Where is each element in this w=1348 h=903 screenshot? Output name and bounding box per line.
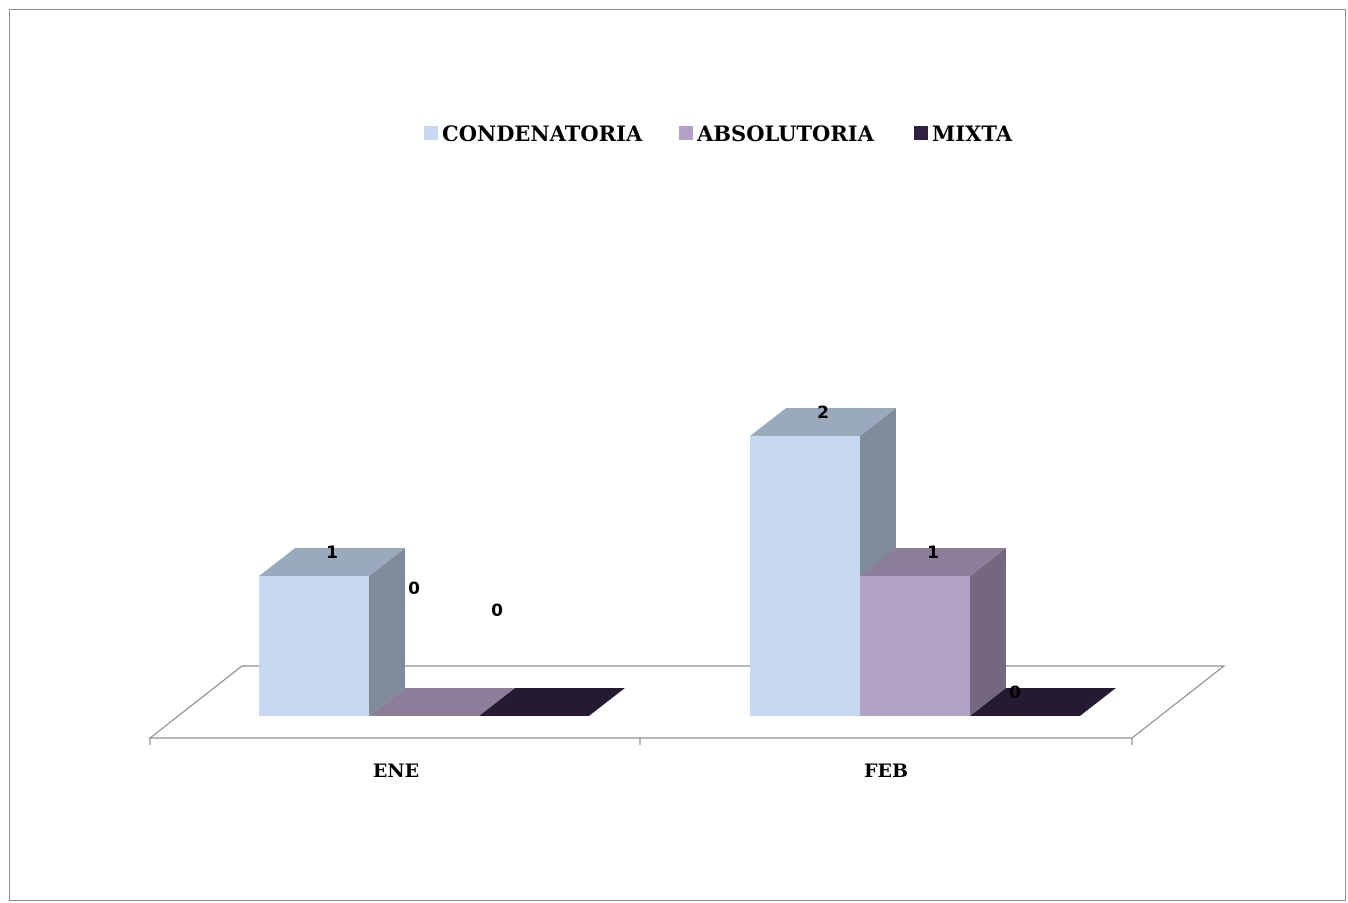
data-label-mixta-ene: 0 [491,601,503,621]
data-label-condenatoria-ene: 1 [326,543,338,563]
data-label-absolutoria-ene: 0 [408,579,420,599]
legend-label-absolutoria: ABSOLUTORIA [696,121,875,146]
legend-label-mixta: MIXTA [932,121,1013,146]
bar-condenatoria-ene-front [259,576,369,716]
data-label-condenatoria-feb: 2 [817,403,829,423]
bar-absolutoria-ene-top [369,688,515,716]
bar-condenatoria-feb-front [750,436,860,716]
legend-swatch-mixta [914,126,928,140]
data-label-mixta-feb: 0 [1009,683,1021,703]
data-label-absolutoria-feb: 1 [927,543,939,563]
x-tick-label-ene: ENE [373,760,419,782]
bar-condenatoria-feb-top [750,408,896,436]
chart-frame [9,9,1346,901]
legend-swatch-condenatoria [424,126,438,140]
legend-swatch-absolutoria [679,126,693,140]
bar-absolutoria-feb-side [970,548,1006,716]
bar-condenatoria-ene-side [369,548,405,716]
bar-condenatoria-ene-top [259,548,405,576]
bar-absolutoria-feb-front [860,576,970,716]
bar-absolutoria-feb-top [860,548,1006,576]
bar-mixta-feb-top [970,688,1116,716]
x-tick-label-feb: FEB [864,760,908,782]
legend-label-condenatoria: CONDENATORIA [442,121,643,146]
bar-mixta-ene-top [479,688,625,716]
